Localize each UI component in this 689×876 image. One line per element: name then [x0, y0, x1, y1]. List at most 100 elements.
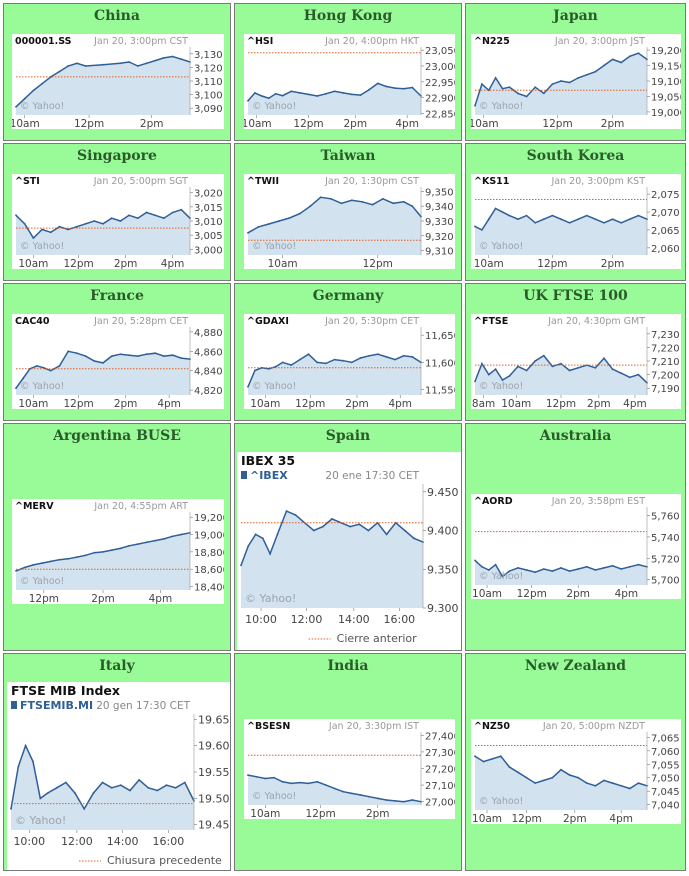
data-point	[41, 562, 43, 564]
x-tick-label: 4pm	[395, 118, 419, 129]
data-point	[67, 228, 70, 231]
x-tick-label: 2pm	[140, 118, 164, 129]
data-point	[628, 376, 631, 379]
x-tick-label: 2pm	[343, 118, 367, 129]
data-point	[359, 357, 362, 359]
data-point	[620, 784, 623, 787]
chart-symbol[interactable]: ^MERV	[15, 501, 54, 512]
y-tick-label: 3,120	[194, 63, 223, 74]
x-tick-label: 12pm	[293, 118, 323, 129]
data-point	[585, 782, 588, 784]
data-point	[154, 352, 157, 355]
data-point	[474, 380, 476, 383]
data-point	[23, 566, 26, 569]
yahoo-watermark: © Yahoo!	[252, 241, 296, 252]
y-tick-label: 7,045	[651, 787, 680, 798]
chart-symbol[interactable]: ^KS11	[474, 176, 509, 187]
data-point	[307, 93, 310, 96]
chart-svg: 19,200 19,150 19,100 19,050 19,000 10am 12pm 2p…	[471, 36, 681, 129]
chart-panel[interactable]: 3,130 3,120 3,110 3,100 3,090 10am 12pm 2pm © Ya…	[12, 34, 224, 129]
chart-timestamp: 20 gen 17:30 CET	[96, 700, 190, 712]
market-cell-argentina-buse: Argentina BUSE 19,200 19,000 18,800 18,600 18…	[3, 423, 231, 651]
chart-symbol[interactable]: ^TWII	[247, 176, 279, 187]
data-point	[585, 214, 588, 217]
chart-panel[interactable]: 23,050 23,000 22,950 22,900 22,850 10am 12pm 2p…	[244, 34, 455, 129]
x-tick-label: 2pm	[91, 593, 115, 604]
chart-symbol[interactable]: ^HSI	[247, 36, 273, 47]
data-point	[255, 775, 258, 778]
data-point	[49, 369, 52, 372]
market-title: UK FTSE 100	[523, 288, 628, 304]
chart-panel[interactable]: 5,760 5,740 5,720 5,700 10am 12pm 2pm 4pm © Yaho…	[471, 494, 681, 599]
data-point	[312, 529, 315, 532]
chart-symbol[interactable]: ^AORD	[474, 496, 513, 507]
chart-symbol[interactable]: ^IBEX	[250, 469, 288, 482]
chart-panel[interactable]: 19,200 19,150 19,100 19,050 19,000 10am 12pm 2p…	[471, 34, 681, 129]
chart-symbol[interactable]: FTSEMIB.MI	[20, 699, 93, 712]
x-tick-label: 8am	[472, 398, 495, 409]
chart-panel[interactable]: 19,200 19,000 18,800 18,600 18,400 12pm 2pm 4pm…	[12, 499, 224, 604]
data-point	[154, 539, 157, 542]
series-area	[248, 354, 421, 395]
data-point	[534, 221, 537, 224]
chart-panel[interactable]: 19.650 19.600 19.550 19.500 19.450 10:00 12:00…	[7, 682, 230, 870]
data-point	[517, 92, 519, 95]
data-point	[611, 564, 614, 567]
data-point	[49, 560, 52, 563]
x-tick-label: 2pm	[345, 398, 369, 409]
data-point	[83, 808, 86, 810]
x-tick-label: 2pm	[601, 258, 625, 269]
chart-svg: 3,130 3,120 3,110 3,100 3,090 10am 12pm 2pm © Ya…	[12, 36, 223, 129]
chart-symbol[interactable]: ^FTSE	[474, 316, 508, 327]
chart-panel[interactable]: 7,230 7,220 7,210 7,200 7,190 8am 10am 12pm 2pm 4…	[471, 314, 681, 409]
chart-symbol[interactable]: ^N225	[474, 36, 510, 47]
data-point	[84, 355, 87, 357]
chart-panel[interactable]: 27,400 27,300 27,200 27,100 27,000 10am 12pm 2p…	[244, 719, 455, 819]
chart-panel[interactable]: 3,020 3,015 3,010 3,005 3,000 10am 12pm 2pm 4pm ©…	[12, 174, 224, 269]
chart-symbol[interactable]: ^NZ50	[474, 721, 510, 732]
data-point	[508, 766, 511, 768]
market-title: France	[90, 288, 144, 304]
x-tick-label: 10am	[471, 118, 499, 129]
x-tick-label: 12pm	[363, 258, 393, 269]
chart-panel[interactable]: 9.450 9.400 9.350 9.300 10:00 12:00 14:00 16:00…	[237, 452, 461, 650]
data-point	[376, 82, 379, 85]
series-line	[15, 350, 191, 389]
y-tick-label: 11,600	[425, 358, 455, 369]
yahoo-watermark: © Yahoo!	[252, 791, 296, 802]
data-point	[136, 543, 139, 545]
chart-panel[interactable]: 2,075 2,070 2,065 2,060 10am 12pm 2pm © Yahoo! ^…	[471, 174, 681, 269]
chart-panel[interactable]: 4,880 4,860 4,840 4,820 10am 12pm 2pm 4pm © Yaho…	[12, 314, 224, 409]
data-point	[577, 568, 580, 570]
data-point	[180, 208, 183, 211]
yahoo-watermark: © Yahoo!	[252, 381, 296, 392]
chart-svg: 19,200 19,000 18,800 18,600 18,400 12pm 2pm 4pm…	[15, 501, 224, 604]
y-tick-label: 19,200	[651, 46, 681, 57]
chart-panel[interactable]: 7,065 7,060 7,055 7,050 7,045 7,040 10am 12pm 2p…	[471, 719, 681, 824]
chart-symbol[interactable]: ^GDAXI	[247, 316, 289, 327]
data-point	[76, 556, 78, 558]
data-point	[585, 565, 588, 568]
y-tick-label: 7,190	[651, 384, 680, 395]
chart-symbol[interactable]: 000001.SS	[15, 36, 72, 47]
y-tick-label: 3,110	[194, 77, 223, 88]
series-area	[475, 208, 647, 255]
y-tick-label: 23,000	[425, 62, 455, 73]
chart-symbol[interactable]: ^STI	[15, 176, 40, 187]
data-point	[568, 570, 571, 572]
data-point	[171, 55, 174, 58]
chart-symbol[interactable]: CAC40	[15, 316, 50, 327]
data-point	[594, 70, 597, 73]
market-cell-new-zealand: New Zealand 7,065 7,060 7,055 7,050 7,045 7,04…	[465, 653, 686, 871]
y-tick-label: 7,200	[651, 371, 680, 382]
data-point	[517, 218, 519, 221]
y-tick-label: 22,850	[425, 109, 455, 120]
data-point	[145, 541, 148, 544]
data-point	[119, 220, 122, 222]
data-point	[93, 360, 96, 362]
chart-panel[interactable]: 11,650 11,600 11,550 10am 12pm 2pm 4pm © Yahoo!…	[244, 314, 455, 409]
chart-panel[interactable]: 9,350 9,340 9,330 9,320 9,310 10am 12pm © Yahoo…	[244, 174, 455, 269]
data-point	[525, 776, 528, 779]
chart-symbol[interactable]: ^BSESN	[247, 721, 290, 732]
x-tick-label: 10am	[250, 398, 280, 409]
